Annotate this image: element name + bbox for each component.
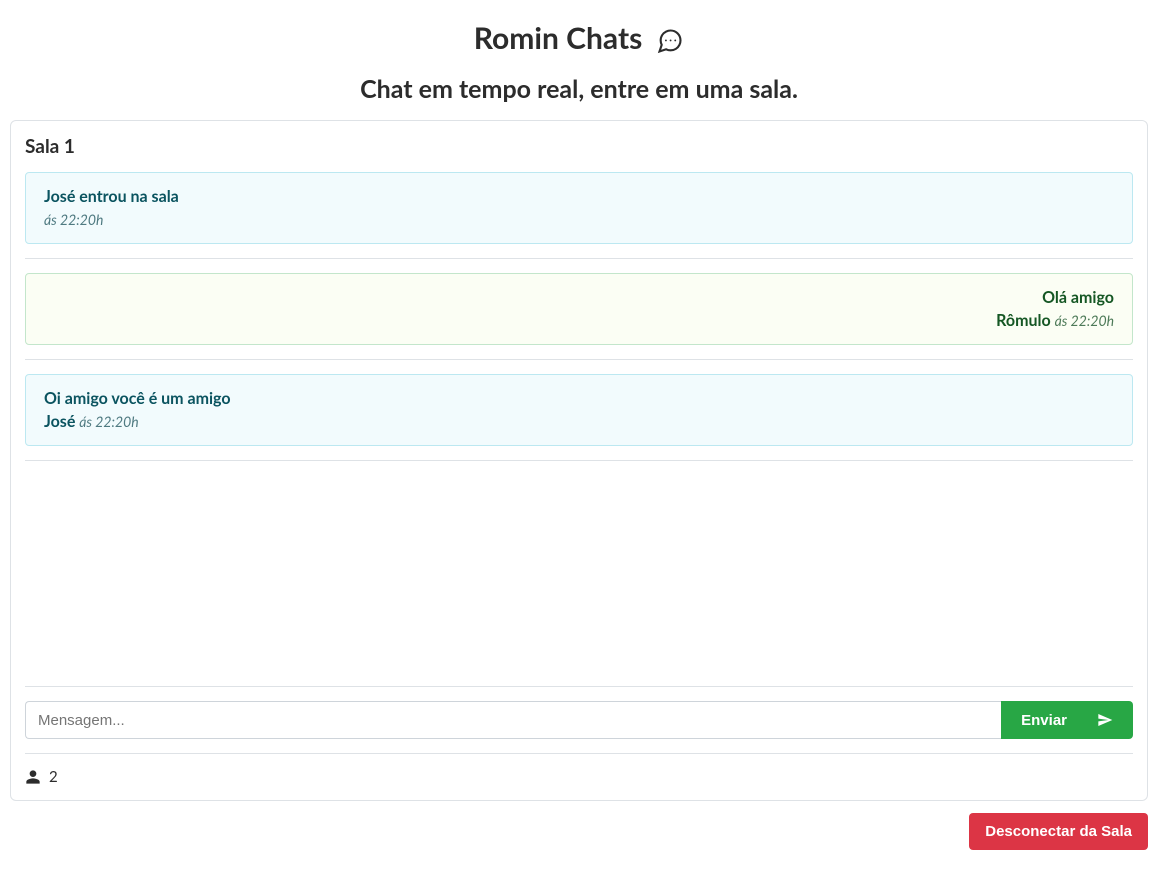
message-time: ás 22:20h: [79, 413, 138, 430]
compose-row: Enviar: [25, 686, 1133, 739]
message-separator: [25, 258, 1133, 259]
message-time: ás 22:20h: [44, 211, 103, 228]
message-separator: [25, 359, 1133, 360]
message-text: Olá amigo: [44, 288, 1114, 307]
message-time: ás 22:20h: [1055, 312, 1114, 329]
room-name: Sala 1: [25, 135, 1133, 158]
send-button[interactable]: Enviar: [1001, 701, 1133, 739]
app-title-text: Romin Chats: [474, 20, 643, 56]
message-item: Olá amigo Rômulo ás 22:20h: [25, 273, 1133, 345]
app-subtitle: Chat em tempo real, entre em uma sala.: [10, 74, 1148, 104]
message-text: José entrou na sala: [44, 187, 1114, 206]
message-separator: [25, 460, 1133, 461]
user-icon: [25, 769, 41, 785]
message-meta: José ás 22:20h: [44, 412, 1114, 431]
message-item: José entrou na sala ás 22:20h: [25, 172, 1133, 244]
disconnect-row: Desconectar da Sala: [10, 813, 1148, 850]
message-meta: ás 22:20h: [44, 210, 1114, 229]
message-item: Oi amigo você é um amigo José ás 22:20h: [25, 374, 1133, 446]
message-author: José: [44, 412, 79, 431]
disconnect-button[interactable]: Desconectar da Sala: [969, 813, 1148, 850]
paper-plane-icon: [1097, 712, 1113, 728]
message-author: Rômulo: [996, 311, 1054, 330]
messages-list: José entrou na sala ás 22:20h Olá amigo …: [25, 172, 1133, 672]
user-count: 2: [49, 768, 58, 786]
app-title: Romin Chats: [10, 20, 1148, 56]
message-text: Oi amigo você é um amigo: [44, 389, 1114, 408]
message-meta: Rômulo ás 22:20h: [44, 311, 1114, 330]
send-button-label: Enviar: [1021, 712, 1067, 729]
chat-bubble-icon: [656, 20, 684, 56]
message-input[interactable]: [25, 701, 1001, 739]
room-footer: 2: [25, 753, 1133, 786]
chat-card: Sala 1 José entrou na sala ás 22:20h Olá…: [10, 120, 1148, 801]
